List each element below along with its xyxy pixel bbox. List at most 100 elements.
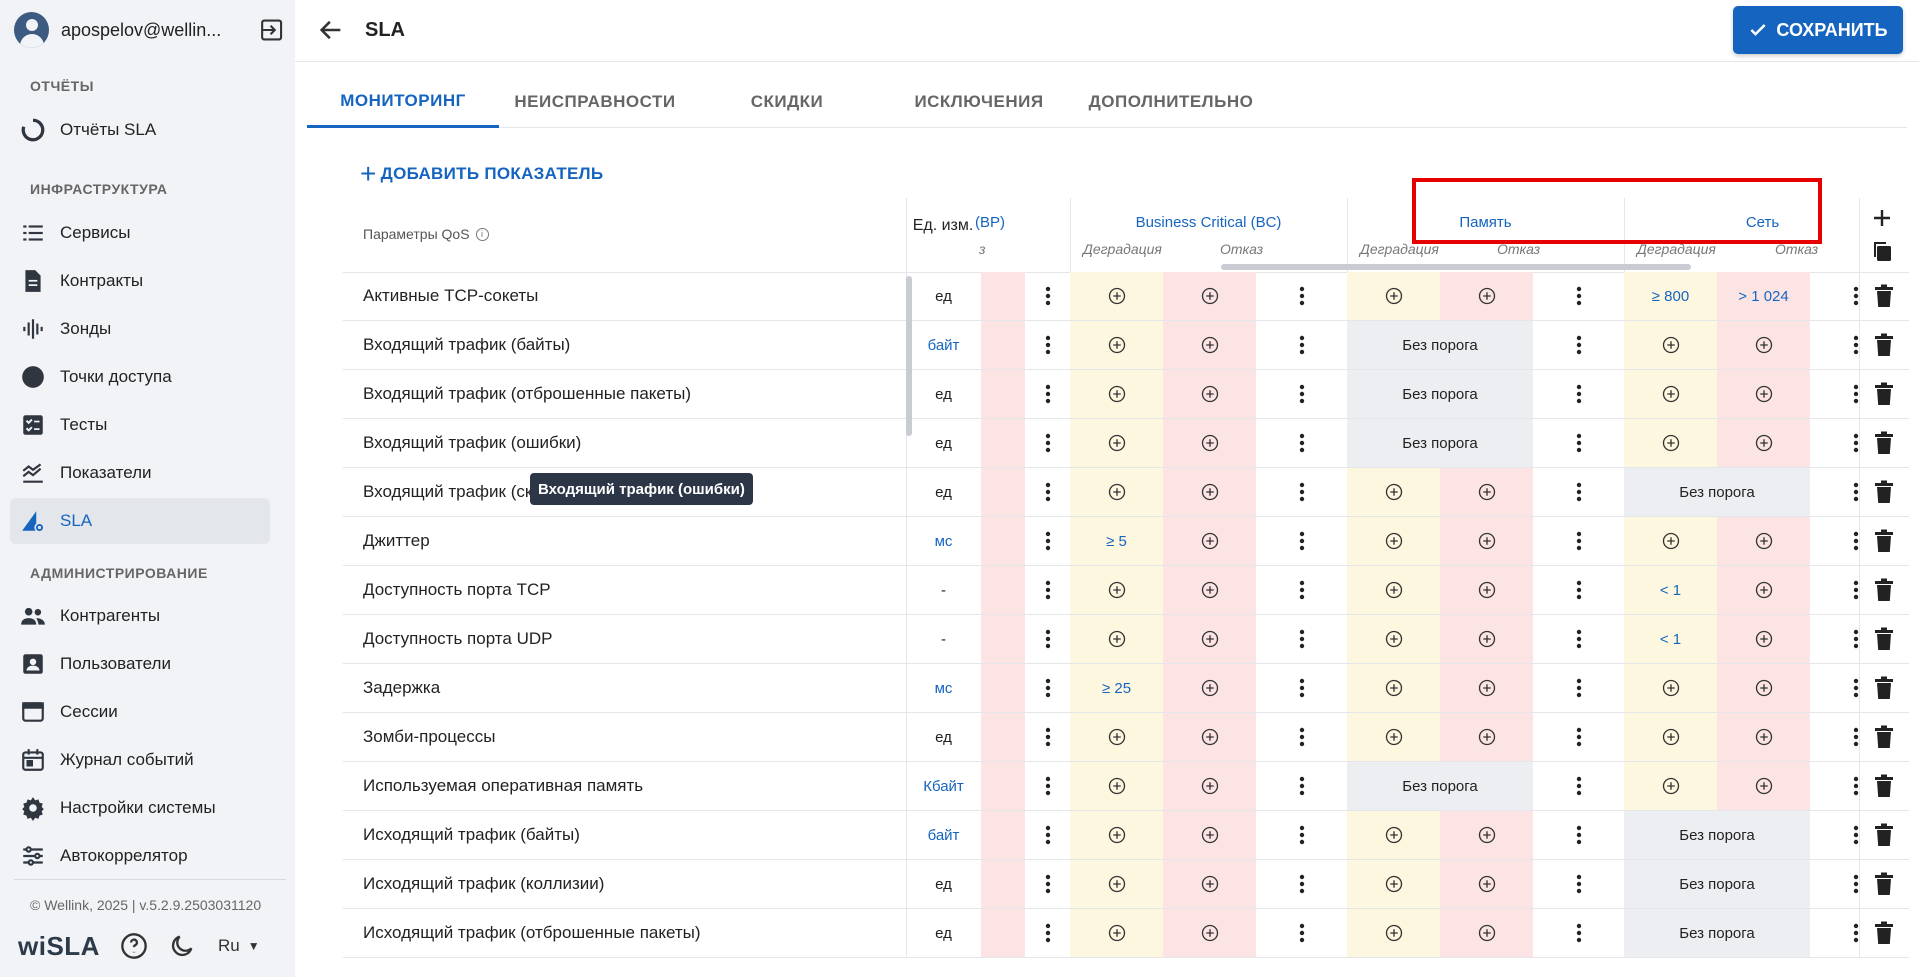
delete-row-button[interactable] [1859,811,1909,859]
row-menu-button[interactable] [1256,566,1347,614]
sidebar-item-services[interactable]: Сервисы [10,210,270,256]
row-menu-button[interactable] [1533,811,1624,859]
bc-degradation-cell[interactable] [1070,566,1163,614]
network-failure-cell[interactable] [1717,713,1810,761]
row-menu-button[interactable] [1025,517,1070,565]
memory-failure-cell[interactable] [1440,909,1533,957]
row-menu-button[interactable] [1810,321,1901,369]
row-menu-button[interactable] [1256,860,1347,908]
bc-degradation-cell[interactable] [1070,713,1163,761]
bp-failure-cell[interactable] [981,860,1025,908]
memory-degradation-cell[interactable] [1347,615,1440,663]
row-menu-button[interactable] [1533,468,1624,516]
bp-failure-cell[interactable] [981,811,1025,859]
save-button[interactable]: СОХРАНИТЬ [1733,6,1903,54]
row-menu-button[interactable] [1810,811,1901,859]
network-failure-cell[interactable] [1717,615,1810,663]
bc-degradation-cell[interactable] [1070,909,1163,957]
bc-degradation-cell[interactable]: ≥ 25 [1070,664,1163,712]
row-menu-button[interactable] [1025,713,1070,761]
memory-failure-cell[interactable] [1440,664,1533,712]
unit-cell[interactable]: байт [927,336,960,354]
bc-failure-cell[interactable] [1163,468,1256,516]
sidebar-item-tests[interactable]: Тесты [10,402,270,448]
memory-degradation-cell[interactable] [1347,468,1440,516]
network-failure-cell[interactable] [1717,664,1810,712]
network-degradation-cell[interactable]: ≥ 800 [1624,272,1717,320]
delete-row-button[interactable] [1859,272,1909,320]
row-menu-button[interactable] [1810,664,1901,712]
sidebar-item-event-log[interactable]: Журнал событий [10,737,270,783]
bc-degradation-cell[interactable] [1070,370,1163,418]
bc-degradation-cell[interactable] [1070,615,1163,663]
network-no-threshold[interactable]: Без порога [1624,468,1810,516]
row-menu-button[interactable] [1533,860,1624,908]
logout-icon[interactable] [259,17,284,43]
delete-row-button[interactable] [1859,468,1909,516]
row-menu-button[interactable] [1533,517,1624,565]
group-header-bc[interactable]: Business Critical (BC) [1135,214,1282,231]
tab-monitoring[interactable]: МОНИТОРИНГ [307,76,499,128]
add-metric-button[interactable]: + ДОБАВИТЬ ПОКАЗАТЕЛЬ [360,160,603,188]
bp-failure-cell[interactable] [981,713,1025,761]
row-menu-button[interactable] [1533,566,1624,614]
row-menu-button[interactable] [1810,370,1901,418]
sidebar-item-sessions[interactable]: Сессии [10,689,270,735]
delete-row-button[interactable] [1859,713,1909,761]
bp-failure-cell[interactable] [981,566,1025,614]
delete-row-button[interactable] [1859,517,1909,565]
bp-failure-cell[interactable] [981,909,1025,957]
row-menu-button[interactable] [1810,762,1901,810]
delete-row-button[interactable] [1859,860,1909,908]
row-menu-button[interactable] [1533,370,1624,418]
bc-failure-cell[interactable] [1163,615,1256,663]
bp-failure-cell[interactable] [981,517,1025,565]
network-no-threshold[interactable]: Без порога [1624,909,1810,957]
row-menu-button[interactable] [1256,419,1347,467]
tab-exceptions[interactable]: ИСКЛЮЧЕНИЯ [914,92,1044,111]
row-menu-button[interactable] [1533,762,1624,810]
bc-degradation-cell[interactable] [1070,321,1163,369]
memory-failure-cell[interactable] [1440,615,1533,663]
memory-failure-cell[interactable] [1440,860,1533,908]
vertical-scrollbar[interactable] [906,276,912,436]
memory-no-threshold[interactable]: Без порога [1347,419,1533,467]
memory-failure-cell[interactable] [1440,566,1533,614]
memory-failure-cell[interactable] [1440,517,1533,565]
row-menu-button[interactable] [1025,370,1070,418]
row-menu-button[interactable] [1533,909,1624,957]
row-menu-button[interactable] [1256,664,1347,712]
language-select[interactable]: Ru ▼ [218,936,260,956]
row-menu-button[interactable] [1533,664,1624,712]
row-menu-button[interactable] [1025,321,1070,369]
row-menu-button[interactable] [1810,713,1901,761]
network-degradation-cell[interactable] [1624,370,1717,418]
sidebar-item-system-settings[interactable]: Настройки системы [10,785,270,831]
delete-row-button[interactable] [1859,909,1909,957]
network-failure-cell[interactable] [1717,762,1810,810]
sidebar-item-autocorrelator[interactable]: Автокоррелятор [10,833,270,879]
bc-degradation-cell[interactable] [1070,272,1163,320]
bc-failure-cell[interactable] [1163,713,1256,761]
delete-row-button[interactable] [1859,321,1909,369]
row-menu-button[interactable] [1025,468,1070,516]
memory-degradation-cell[interactable] [1347,860,1440,908]
row-menu-button[interactable] [1810,860,1901,908]
network-degradation-cell[interactable] [1624,517,1717,565]
bc-failure-cell[interactable] [1163,272,1256,320]
row-menu-button[interactable] [1025,909,1070,957]
row-menu-button[interactable] [1256,615,1347,663]
row-menu-button[interactable] [1256,517,1347,565]
network-degradation-cell[interactable]: < 1 [1624,615,1717,663]
row-menu-button[interactable] [1025,860,1070,908]
help-icon[interactable] [120,932,148,960]
user-row[interactable]: apospelov@wellin... [14,10,284,50]
info-icon[interactable]: i [475,227,489,241]
avatar[interactable] [14,12,49,48]
user-name[interactable]: apospelov@wellin... [60,19,222,40]
bc-degradation-cell[interactable]: ≥ 5 [1070,517,1163,565]
network-failure-cell[interactable] [1717,370,1810,418]
network-degradation-cell[interactable] [1624,664,1717,712]
group-header-network[interactable]: Сеть [1745,214,1780,231]
bc-degradation-cell[interactable] [1070,860,1163,908]
